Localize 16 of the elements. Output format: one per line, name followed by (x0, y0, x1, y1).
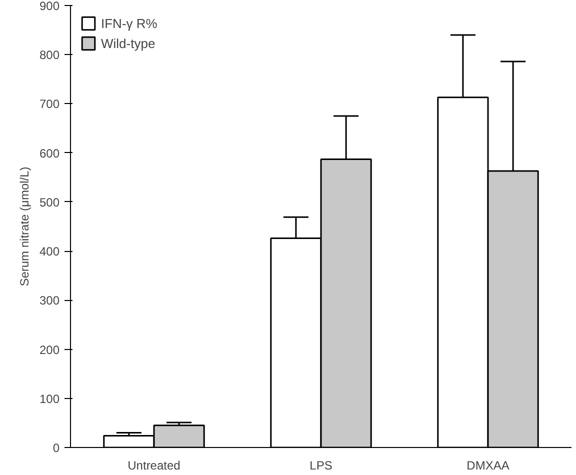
y-tick-label: 200 (39, 342, 60, 357)
y-tick-label: 300 (39, 294, 60, 308)
y-tick-label: 600 (39, 146, 60, 160)
legend-label: Wild-type (101, 36, 156, 50)
x-tick-label: DMXAA (466, 458, 510, 472)
x-tick-label: Untreated (128, 458, 180, 472)
y-tick-label: 800 (39, 48, 60, 62)
legend-label: IFN-γ R% (101, 16, 158, 30)
y-tick-label: 700 (39, 97, 60, 112)
x-tick-label: LPS (310, 458, 332, 472)
y-tick-label: 100 (39, 392, 60, 406)
y-tick-label: 900 (39, 0, 60, 13)
y-tick-label: 0 (52, 441, 60, 455)
y-tick-label: 500 (39, 195, 60, 210)
y-tick-label: 400 (39, 244, 60, 259)
y-axis-title: Serum nitrate (μmol/L) (17, 166, 32, 286)
